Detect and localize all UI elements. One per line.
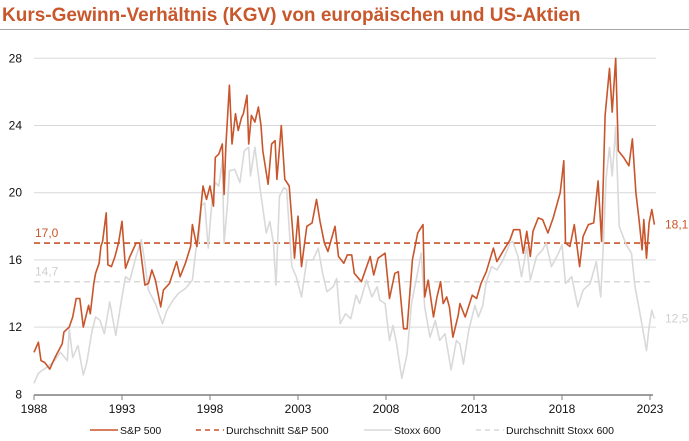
x-tick-label: 1998 [197, 402, 224, 416]
sp500-line [33, 57, 656, 370]
x-tick-label: 2023 [637, 402, 664, 416]
stoxx600-average-line-label: 14,7 [35, 265, 59, 279]
y-tick-label: 16 [9, 253, 23, 267]
legend-label: S&P 500 [120, 425, 161, 437]
x-tick-label: 2018 [549, 402, 576, 416]
y-tick-label: 28 [9, 51, 23, 65]
x-tick-label: 1988 [21, 402, 48, 416]
y-tick-label: 24 [9, 119, 23, 133]
legend-label: Durchschnitt S&P 500 [226, 425, 329, 437]
x-tick-label: 2013 [461, 402, 488, 416]
chart-title: Kurs-Gewinn-Verhältnis (KGV) von europäi… [2, 5, 581, 26]
x-tick-label: 2003 [285, 402, 312, 416]
legend-label: Durchschnitt Stoxx 600 [506, 425, 614, 437]
y-tick-label: 20 [9, 186, 23, 200]
x-tick-label: 1993 [109, 402, 136, 416]
sp500-last-value: 18,1 [665, 218, 689, 232]
legend-label: Stoxx 600 [394, 425, 441, 437]
stoxx600-last-value: 12,5 [665, 312, 689, 326]
stoxx600-line [33, 126, 656, 384]
y-tick-label: 12 [9, 320, 23, 334]
y-tick-label: 8 [15, 387, 22, 401]
x-tick-label: 2008 [373, 402, 400, 416]
sp500-average-line-label: 17,0 [35, 226, 59, 240]
